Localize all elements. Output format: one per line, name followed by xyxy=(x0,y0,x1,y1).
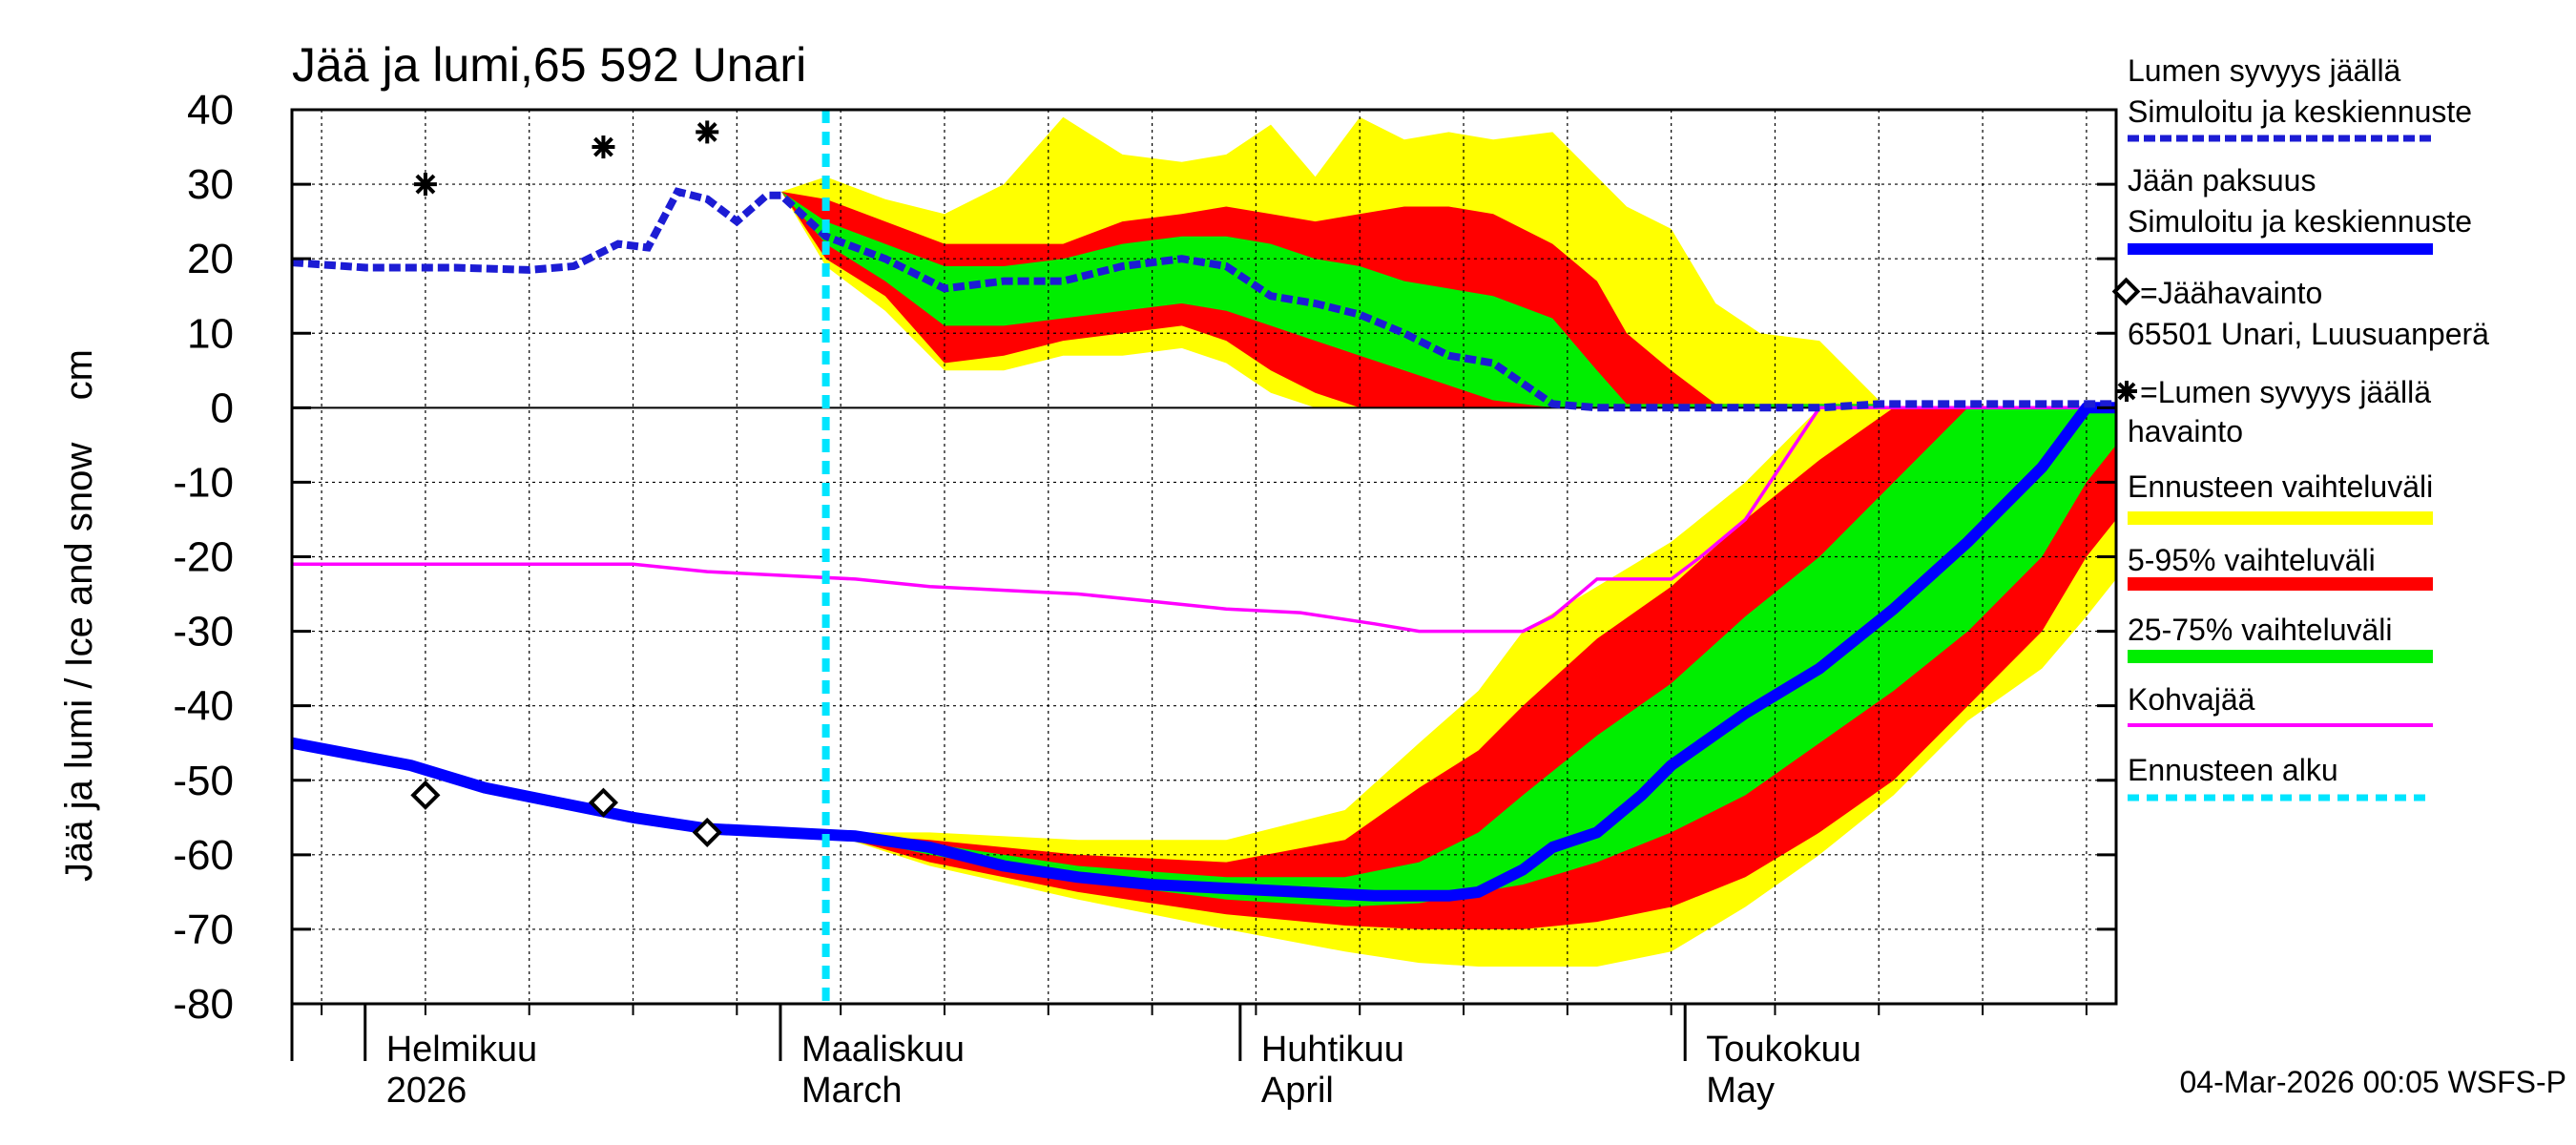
legend-ice-obs-1: =Jäähavainto xyxy=(2140,276,2322,310)
series-lines xyxy=(290,110,2116,1004)
snow-observation-stroke xyxy=(415,174,436,195)
y-tick-label: 40 xyxy=(187,87,234,134)
snow-observation-stroke xyxy=(593,136,613,157)
ice-median-line xyxy=(290,402,2116,902)
x-month-label-fi: Maaliskuu xyxy=(801,1030,965,1070)
x-month-label-fi: Toukokuu xyxy=(1706,1030,1861,1070)
uncertainty-bands xyxy=(781,116,2116,967)
y-tick-label: 0 xyxy=(211,385,234,431)
legend-snow-title: Lumen syvyys jäällä xyxy=(2128,53,2401,88)
legend-slush-label: Kohvajää xyxy=(2128,682,2255,717)
legend-ice-obs-marker xyxy=(2111,277,2141,306)
y-tick-label: -70 xyxy=(173,906,234,953)
y-tick-label: 20 xyxy=(187,236,234,282)
slush-ice-line xyxy=(292,406,2116,634)
legend-p5-95-swatch xyxy=(2128,577,2433,591)
x-month-label-en: May xyxy=(1706,1071,1775,1111)
legend-fc-start-label: Ennusteen alku xyxy=(2128,753,2338,787)
snow-band-25-75 xyxy=(781,191,1880,408)
y-axis-label: Jää ja lumi / Ice and snow cm xyxy=(58,349,100,882)
y-tick-label: -40 xyxy=(173,683,234,730)
legend-ice-sub: Simuloitu ja keskiennuste xyxy=(2128,204,2472,239)
snow-observation-point xyxy=(696,120,719,144)
chart-title: Jää ja lumi,65 592 Unari xyxy=(292,38,806,92)
ice-observation-point xyxy=(410,780,441,810)
legend-range-label: Ennusteen vaihteluväli xyxy=(2128,469,2433,504)
snow-observation-point xyxy=(413,173,437,197)
x-month-label-fi: Huhtikuu xyxy=(1261,1030,1404,1070)
y-axis-ticks: 40 30 20 10 0 -10 -20 -30 -40 -50 -60 -70 -80 xyxy=(173,87,2116,1028)
legend-snow-obs-marker xyxy=(2116,381,2137,402)
y-tick-label: -30 xyxy=(173,609,234,656)
x-month-label-fi: Helmikuu xyxy=(386,1030,537,1070)
legend-p25-75-label: 25-75% vaihteluväli xyxy=(2128,613,2393,647)
snow-observation-point xyxy=(592,135,615,159)
y-tick-label: -20 xyxy=(173,534,234,581)
observation-markers xyxy=(410,120,722,847)
legend-ice-obs-2: 65501 Unari, Luusuanperä xyxy=(2128,317,2489,351)
y-tick-label: 10 xyxy=(187,310,234,357)
legend-snow-obs-1: =Lumen syvyys jäällä xyxy=(2140,375,2431,409)
x-month-label-en: 2026 xyxy=(386,1071,467,1111)
legend-ice-title: Jään paksuus xyxy=(2128,163,2316,198)
y-tick-label: -10 xyxy=(173,459,234,506)
y-tick-label: -80 xyxy=(173,981,234,1028)
legend-p5-95-label: 5-95% vaihteluväli xyxy=(2128,543,2376,577)
snow-observation-stroke xyxy=(696,122,717,142)
footer-timestamp: 04-Mar-2026 00:05 WSFS-P xyxy=(2180,1065,2567,1099)
x-month-label-en: April xyxy=(1261,1071,1334,1111)
legend-p25-75-swatch xyxy=(2128,650,2433,663)
y-tick-label: 30 xyxy=(187,161,234,208)
y-tick-label: -60 xyxy=(173,832,234,879)
legend-snow-sub: Simuloitu ja keskiennuste xyxy=(2128,94,2472,129)
legend-range-swatch xyxy=(2128,511,2433,525)
ice-observation-point xyxy=(588,787,618,818)
y-tick-label: -50 xyxy=(173,758,234,804)
ice-observation-point xyxy=(692,817,722,847)
x-month-label-en: March xyxy=(801,1071,903,1111)
ice-band-5-95 xyxy=(825,407,2116,929)
snow-median-line xyxy=(291,187,2116,412)
legend-snow-obs-2: havainto xyxy=(2128,414,2243,448)
legend: Lumen syvyys jäällä Simuloitu ja keskien… xyxy=(2111,53,2489,802)
